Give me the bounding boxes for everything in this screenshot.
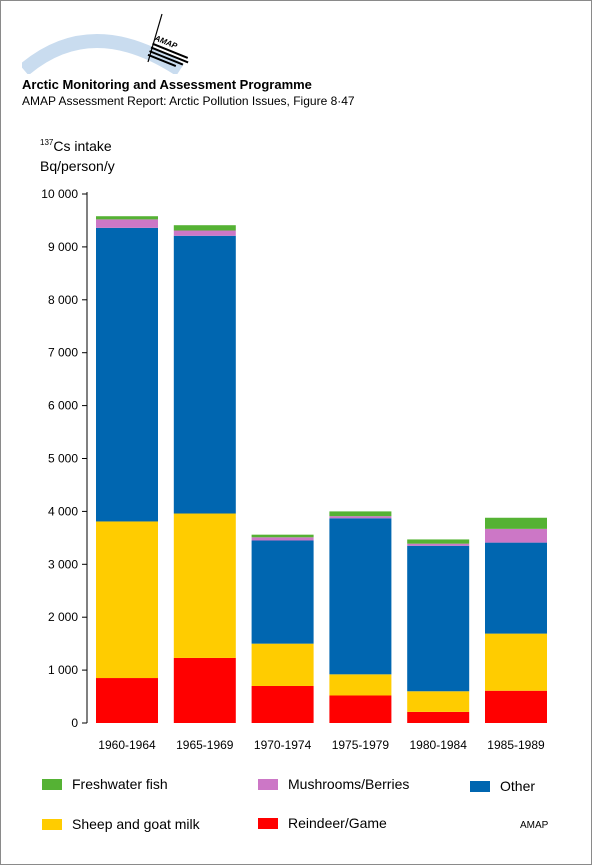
- bar-segment-freshwater-fish: [329, 511, 392, 517]
- legend-swatch: [258, 778, 278, 790]
- legend-label: Freshwater fish: [72, 776, 168, 792]
- bar-segment-reindeer-game: [407, 711, 470, 723]
- bar-segment-other: [329, 518, 392, 675]
- y-tick-label: 9 000: [48, 240, 78, 254]
- y-axis-title-line2: Bq/person/y: [40, 158, 115, 174]
- bar-segment-reindeer-game: [173, 657, 236, 723]
- x-tick-label: 1970-1974: [254, 738, 312, 752]
- credit-label: AMAP: [520, 820, 549, 831]
- legend-label: Reindeer/Game: [288, 815, 387, 831]
- bar-segment-other: [407, 545, 470, 692]
- bar-segment-mushrooms-berries: [485, 528, 547, 543]
- bar-segment-mushrooms-berries: [96, 219, 158, 228]
- y-axis-title-line1: Cs intake: [53, 138, 112, 154]
- bar-segment-other: [173, 235, 236, 514]
- bar-segment-mushrooms-berries: [251, 537, 314, 541]
- bar-segment-sheep-and-goat-milk: [96, 521, 158, 679]
- bar-segment-mushrooms-berries: [173, 230, 236, 236]
- x-tick-label: 1960-1964: [98, 738, 156, 752]
- y-tick-label: 3 000: [48, 557, 78, 571]
- y-tick-label: 5 000: [48, 452, 78, 466]
- bar-segment-sheep-and-goat-milk: [407, 691, 470, 712]
- x-tick-label: 1980-1984: [410, 738, 468, 752]
- x-tick-label: 1985-1989: [487, 738, 545, 752]
- bar-segment-freshwater-fish: [407, 539, 470, 544]
- legend-label: Sheep and goat milk: [72, 816, 200, 832]
- amap-logo: AMAP: [22, 13, 189, 74]
- bar-segment-sheep-and-goat-milk: [485, 633, 547, 691]
- bar-segment-reindeer-game: [329, 695, 392, 723]
- bar-segment-mushrooms-berries: [329, 516, 392, 519]
- legend-swatch: [42, 778, 62, 790]
- y-axis-title: 137Cs intake Bq/person/y: [40, 133, 115, 176]
- legend-swatch: [258, 817, 278, 829]
- bar-segment-other: [251, 540, 314, 644]
- y-axis-isotope: 137: [40, 138, 54, 147]
- stacked-bar-chart: 0 1 000 2 000 3 000 4 000 5 000 6 000 7 000 8 00…: [41, 187, 547, 752]
- y-tick-label: 4 000: [48, 504, 78, 518]
- legend-swatch: [42, 818, 62, 830]
- bar-segment-reindeer-game: [485, 690, 547, 723]
- y-tick-label: 7 000: [48, 346, 78, 360]
- organization-title: Arctic Monitoring and Assessment Program…: [22, 77, 312, 92]
- y-tick-label: 8 000: [48, 293, 78, 307]
- bar-segment-freshwater-fish: [485, 517, 547, 529]
- bar-segment-mushrooms-berries: [407, 543, 470, 546]
- bar-segment-sheep-and-goat-milk: [173, 513, 236, 658]
- legend-label: Other: [500, 778, 536, 794]
- legend-label: Mushrooms/Berries: [288, 776, 410, 792]
- bar-segment-other: [96, 227, 158, 522]
- y-tick-label: 6 000: [48, 399, 78, 413]
- legend-reindeer-game: Reindeer/Game: [258, 815, 387, 831]
- bar-segment-reindeer-game: [251, 685, 314, 723]
- x-tick-label: 1965-1969: [176, 738, 234, 752]
- bar-segment-other: [485, 542, 547, 634]
- y-tick-label: 1 000: [48, 663, 78, 677]
- legend-swatch: [470, 780, 490, 792]
- y-tick-label: 0: [71, 716, 78, 730]
- bar-segment-freshwater-fish: [251, 534, 314, 538]
- x-tick-label: 1975-1979: [332, 738, 390, 752]
- bar-segment-sheep-and-goat-milk: [329, 674, 392, 696]
- bar-segment-freshwater-fish: [96, 216, 158, 220]
- bar-segment-reindeer-game: [96, 678, 158, 723]
- bar-segment-sheep-and-goat-milk: [251, 643, 314, 686]
- y-tick-label: 2 000: [48, 610, 78, 624]
- legend-other: Other: [470, 778, 535, 794]
- legend-mushrooms-berries: Mushrooms/Berries: [258, 776, 409, 792]
- bar-segment-freshwater-fish: [173, 225, 236, 231]
- legend-sheep-goat-milk: Sheep and goat milk: [42, 816, 200, 832]
- report-subtitle: AMAP Assessment Report: Arctic Pollution…: [22, 94, 355, 108]
- legend-freshwater-fish: Freshwater fish: [42, 776, 168, 792]
- y-tick-label: 10 000: [41, 187, 78, 201]
